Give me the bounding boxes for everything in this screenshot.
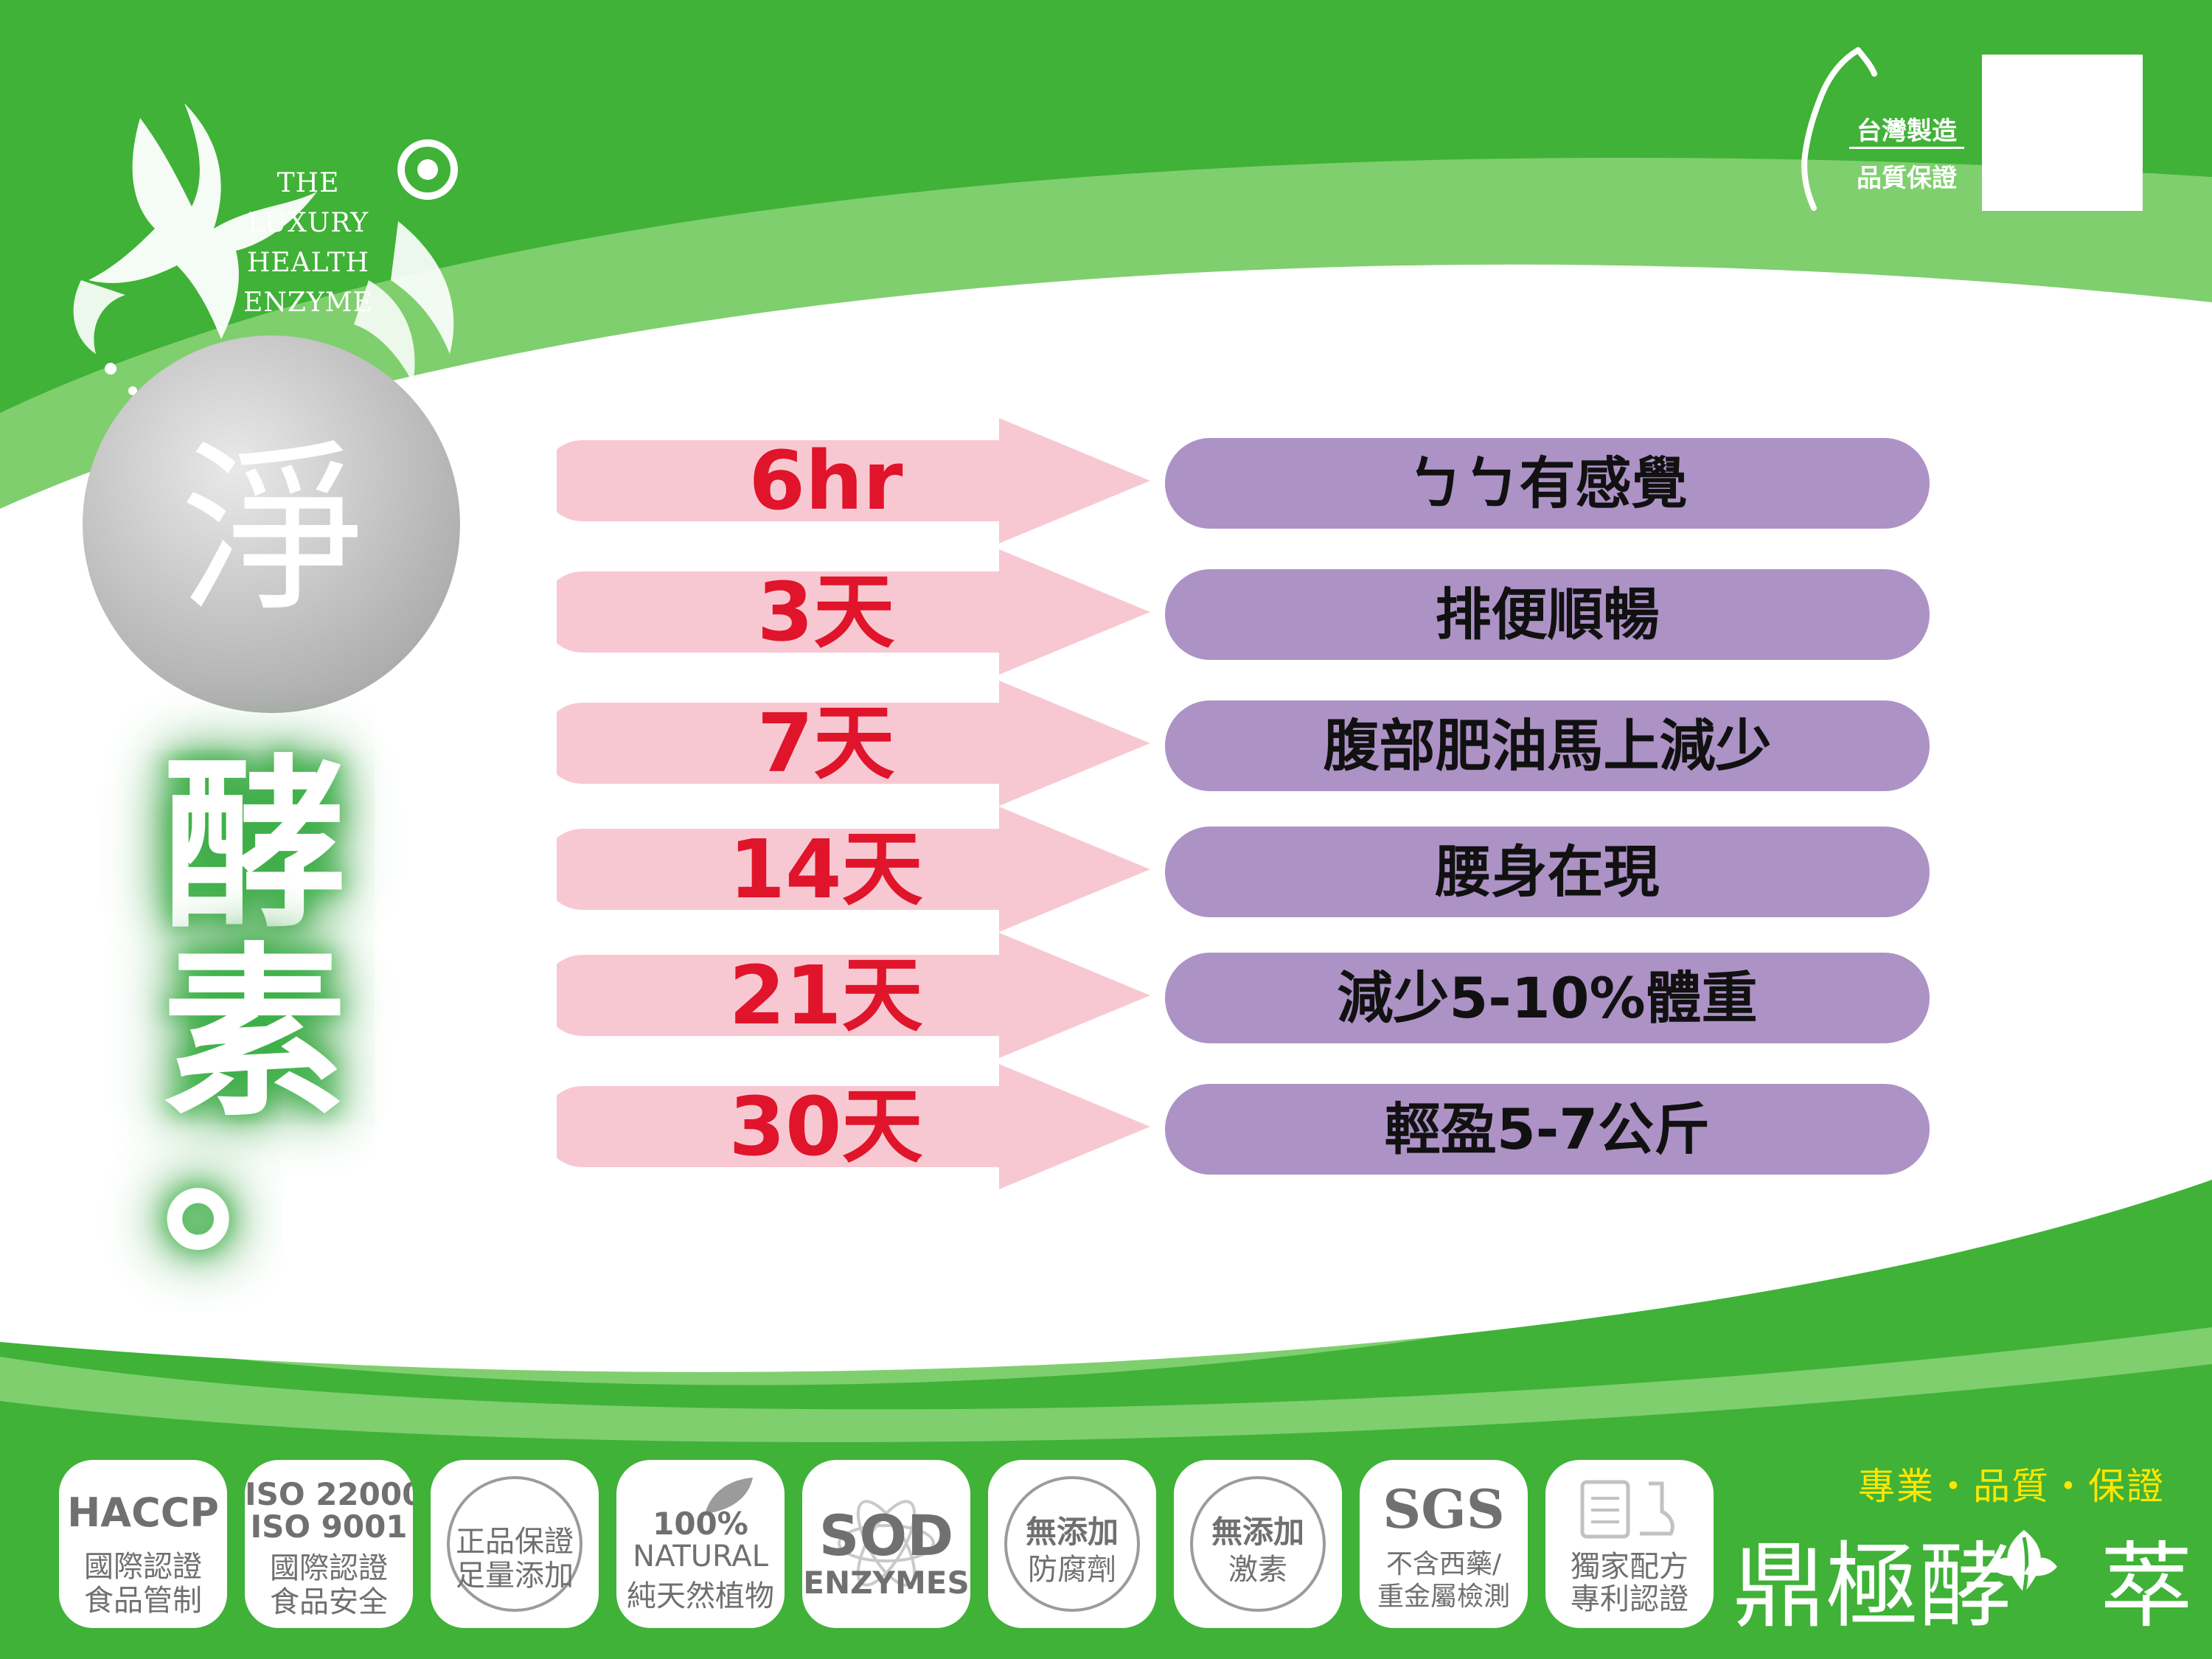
luxury-health-enzyme-text: THE LUXURY HEALTH ENZYME <box>242 164 375 323</box>
badge-genuine: 正品保證 足量添加 <box>431 1460 599 1628</box>
badge-no-preservative: 無添加 防腐劑 <box>988 1460 1156 1628</box>
timeline-row: 7天 腹部肥油馬上減少 <box>0 681 2212 806</box>
brand-name-part: 鼎極酵 <box>1733 1532 2011 1641</box>
brand-name-part: 萃 <box>2100 1532 2193 1641</box>
timeline-row: 6hr ㄅㄅ有感覺 <box>0 418 2212 543</box>
ring-icon <box>447 1476 582 1612</box>
badge-text: 重金屬檢測 <box>1377 1582 1510 1612</box>
badge-text: 獨家配方 <box>1571 1550 1688 1584</box>
effect-pill: 腰身在現 <box>1165 827 1930 917</box>
tagline: 專業・品質・保證 <box>1858 1465 2165 1508</box>
badge-text: 純天然植物 <box>627 1579 774 1613</box>
ring-icon <box>1004 1476 1140 1612</box>
taiwan-map-icon <box>1801 47 1877 211</box>
badge-text: 國際認證 <box>84 1550 202 1584</box>
badge-text: ENZYMES <box>803 1565 970 1601</box>
time-label: 6hr <box>748 434 903 528</box>
badge-text: 無添加 <box>1211 1514 1304 1550</box>
badge-text: 100% <box>653 1506 748 1542</box>
arrow-shape <box>557 933 1150 1058</box>
atom-icon <box>838 1500 935 1587</box>
badge-patent: 獨家配方 專利認證 <box>1545 1460 1714 1628</box>
clipboard-microscope-icon <box>1580 1480 1674 1539</box>
badge-text: 不含西藥/ <box>1385 1549 1502 1579</box>
arrow-shape <box>557 549 1150 675</box>
timeline-row: 30天 輕盈5-7公斤 <box>0 1064 2212 1189</box>
badge-no-hormone: 無添加 激素 <box>1174 1460 1342 1628</box>
time-label: 14天 <box>728 822 923 917</box>
effect-pill: 輕盈5-7公斤 <box>1165 1084 1930 1175</box>
arrow-shape <box>557 681 1150 806</box>
brand-line: ENZYME <box>243 288 373 318</box>
badge-haccp: HACCP 國際認證 食品管制 <box>59 1460 227 1628</box>
title-char: 素 <box>162 927 347 1141</box>
arrow-shape <box>557 418 1150 543</box>
badge-sod: SOD ENZYMES <box>802 1460 970 1628</box>
timeline-row: 3天 排便順暢 <box>0 549 2212 675</box>
badge-text: HACCP <box>67 1489 219 1536</box>
badge-text: 激素 <box>1228 1553 1287 1587</box>
badge-text: 國際認證 <box>270 1551 388 1585</box>
badge-text: ISO 22000 <box>245 1476 413 1512</box>
effect-pill: ㄅㄅ有感覺 <box>1165 438 1930 529</box>
time-label: 30天 <box>728 1079 923 1174</box>
badge-text: 防腐劑 <box>1028 1553 1116 1587</box>
brand-line: HEALTH <box>246 248 370 278</box>
silver-circle <box>83 335 460 713</box>
effect-pill: 減少5-10%體重 <box>1165 953 1930 1043</box>
made-in-taiwan-label: 台灣製造 <box>1857 116 1957 146</box>
timeline-row: 21天 減少5-10%體重 <box>0 933 2212 1058</box>
effect-pill: 腹部肥油馬上減少 <box>1165 700 1930 791</box>
leaf-icon <box>705 1478 753 1514</box>
badge-text: 專利認證 <box>1571 1582 1688 1616</box>
brand-name: 鼎極酵萃 <box>1733 1512 2193 1646</box>
time-label: 21天 <box>728 948 923 1043</box>
quality-guarantee-label: 品質保證 <box>1857 164 1957 193</box>
ring-icon <box>1190 1476 1326 1612</box>
badge-iso: ISO 22000 ISO 9001 國際認證 食品安全 <box>245 1460 413 1628</box>
title-char: 酵 <box>162 739 347 953</box>
badge-text: 正品保證 <box>456 1525 574 1559</box>
time-label: 7天 <box>757 696 895 790</box>
time-label: 3天 <box>757 565 895 659</box>
brand-line: THE <box>276 168 340 198</box>
enzyme-vertical-title: 酵 素 。 <box>155 739 354 1265</box>
badge-text: SOD <box>818 1503 954 1568</box>
timeline-row: 14天 腰身在現 <box>0 807 2212 932</box>
badge-natural: 100% NATURAL 純天然植物 <box>616 1460 785 1628</box>
arrow-shape <box>557 807 1150 932</box>
badge-text: 足量添加 <box>456 1559 574 1593</box>
quality-divider <box>1849 147 1964 149</box>
badge-sgs: SGS 不含西藥/ 重金屬檢測 <box>1360 1460 1528 1628</box>
effect-pill: 排便順暢 <box>1165 569 1930 660</box>
badge-text: ISO 9001 <box>250 1509 408 1545</box>
badge-text: SGS <box>1382 1478 1505 1540</box>
badge-text: 食品管制 <box>84 1584 202 1618</box>
qr-placeholder <box>1982 55 2143 211</box>
badge-text: NATURAL <box>633 1540 768 1573</box>
arrow-shape <box>557 1064 1150 1189</box>
brand-line: LUXURY <box>247 208 369 238</box>
jing-character: 淨 <box>181 423 365 638</box>
leaf-logo-icon <box>1991 1530 2057 1593</box>
badge-text: 無添加 <box>1025 1514 1119 1550</box>
badge-text: 食品安全 <box>270 1585 388 1619</box>
